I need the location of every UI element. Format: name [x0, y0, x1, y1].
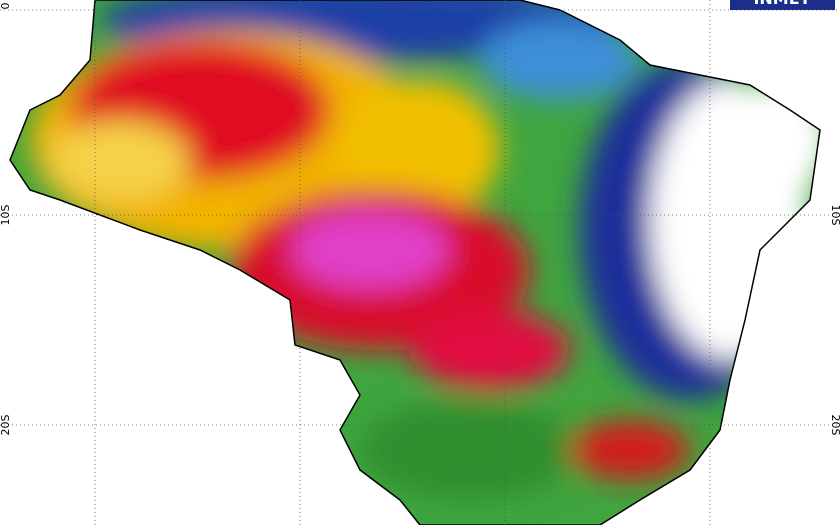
lat-label: 20S	[0, 414, 12, 435]
country-border	[9, 0, 821, 525]
lat-label: 10S	[0, 204, 12, 225]
lat-label: 10S	[829, 205, 840, 226]
logo-box	[730, 0, 835, 10]
lat-label: 0	[0, 3, 12, 10]
logo: INMET	[753, 0, 810, 8]
lat-label: 20S	[829, 415, 840, 436]
